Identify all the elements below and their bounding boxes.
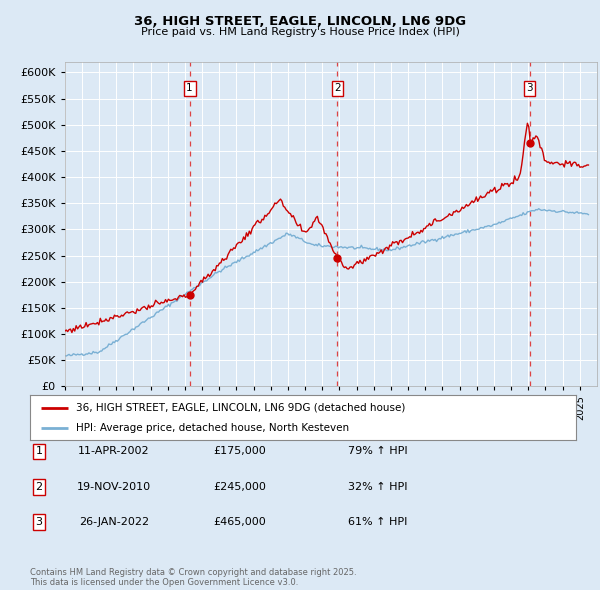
Text: 1: 1 (186, 83, 193, 93)
Text: HPI: Average price, detached house, North Kesteven: HPI: Average price, detached house, Nort… (76, 424, 350, 434)
Text: £245,000: £245,000 (214, 482, 266, 491)
Text: £175,000: £175,000 (214, 447, 266, 456)
Text: 26-JAN-2022: 26-JAN-2022 (79, 517, 149, 527)
Text: Contains HM Land Registry data © Crown copyright and database right 2025.
This d: Contains HM Land Registry data © Crown c… (30, 568, 356, 587)
Text: 36, HIGH STREET, EAGLE, LINCOLN, LN6 9DG: 36, HIGH STREET, EAGLE, LINCOLN, LN6 9DG (134, 15, 466, 28)
Text: 19-NOV-2010: 19-NOV-2010 (77, 482, 151, 491)
Text: 2: 2 (334, 83, 341, 93)
Text: 3: 3 (35, 517, 43, 527)
Text: 61% ↑ HPI: 61% ↑ HPI (349, 517, 407, 527)
Text: 79% ↑ HPI: 79% ↑ HPI (348, 447, 408, 456)
Text: Price paid vs. HM Land Registry's House Price Index (HPI): Price paid vs. HM Land Registry's House … (140, 27, 460, 37)
Text: £465,000: £465,000 (214, 517, 266, 527)
Text: 2: 2 (35, 482, 43, 491)
Text: 11-APR-2002: 11-APR-2002 (78, 447, 150, 456)
Text: 3: 3 (526, 83, 533, 93)
Text: 32% ↑ HPI: 32% ↑ HPI (348, 482, 408, 491)
Text: 36, HIGH STREET, EAGLE, LINCOLN, LN6 9DG (detached house): 36, HIGH STREET, EAGLE, LINCOLN, LN6 9DG… (76, 403, 406, 412)
Text: 1: 1 (35, 447, 43, 456)
